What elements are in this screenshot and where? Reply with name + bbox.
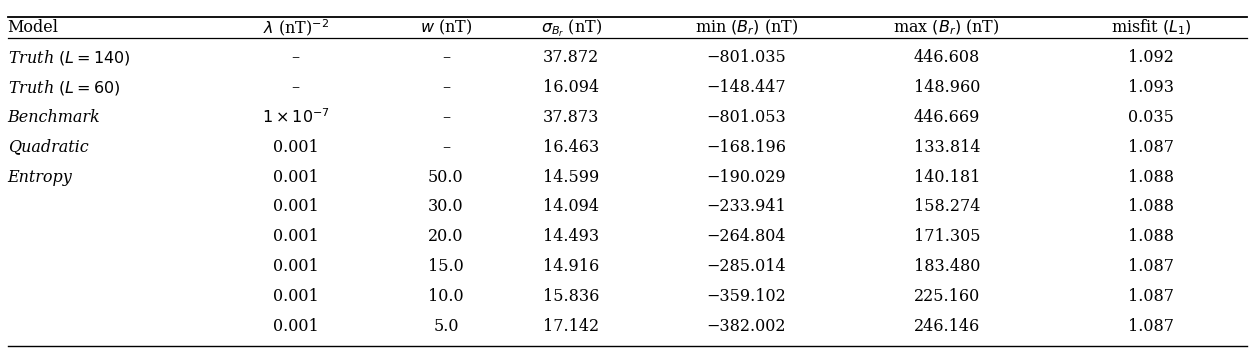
Text: 1.088: 1.088: [1128, 198, 1173, 215]
Text: 446.669: 446.669: [914, 109, 980, 126]
Text: 14.599: 14.599: [543, 169, 600, 185]
Text: 17.142: 17.142: [543, 318, 599, 335]
Text: $1 \times 10^{-7}$: $1 \times 10^{-7}$: [262, 108, 330, 127]
Text: 10.0: 10.0: [428, 288, 464, 305]
Text: 16.094: 16.094: [543, 79, 599, 96]
Text: 0.001: 0.001: [272, 139, 319, 156]
Text: –: –: [442, 79, 451, 96]
Text: 5.0: 5.0: [433, 318, 458, 335]
Text: 0.001: 0.001: [272, 198, 319, 215]
Text: Benchmark: Benchmark: [8, 109, 100, 126]
Text: –: –: [442, 139, 451, 156]
Text: $\lambda$ (nT)$^{-2}$: $\lambda$ (nT)$^{-2}$: [262, 17, 329, 38]
Text: 0.035: 0.035: [1128, 109, 1173, 126]
Text: 0.001: 0.001: [272, 169, 319, 185]
Text: 50.0: 50.0: [428, 169, 464, 185]
Text: 225.160: 225.160: [914, 288, 980, 305]
Text: Entropy: Entropy: [8, 169, 73, 185]
Text: Truth $(L = 140)$: Truth $(L = 140)$: [8, 48, 131, 67]
Text: −168.196: −168.196: [707, 139, 787, 156]
Text: Quadratic: Quadratic: [8, 139, 88, 156]
Text: −382.002: −382.002: [707, 318, 786, 335]
Text: 246.146: 246.146: [914, 318, 980, 335]
Text: min $(B_r)$ (nT): min $(B_r)$ (nT): [695, 18, 798, 38]
Text: 20.0: 20.0: [428, 228, 463, 245]
Text: 133.814: 133.814: [914, 139, 980, 156]
Text: 148.960: 148.960: [914, 79, 980, 96]
Text: –: –: [442, 109, 451, 126]
Text: 1.093: 1.093: [1128, 79, 1173, 96]
Text: 1.088: 1.088: [1128, 228, 1173, 245]
Text: 1.087: 1.087: [1128, 318, 1173, 335]
Text: 14.916: 14.916: [543, 258, 600, 275]
Text: 14.094: 14.094: [543, 198, 599, 215]
Text: 1.087: 1.087: [1128, 139, 1173, 156]
Text: 0.001: 0.001: [272, 318, 319, 335]
Text: 1.092: 1.092: [1128, 49, 1173, 66]
Text: −233.941: −233.941: [707, 198, 787, 215]
Text: 171.305: 171.305: [914, 228, 980, 245]
Text: 37.872: 37.872: [543, 49, 600, 66]
Text: –: –: [291, 49, 300, 66]
Text: 0.001: 0.001: [272, 258, 319, 275]
Text: 1.087: 1.087: [1128, 258, 1173, 275]
Text: 446.608: 446.608: [914, 49, 980, 66]
Text: –: –: [442, 49, 451, 66]
Text: 1.088: 1.088: [1128, 169, 1173, 185]
Text: −148.447: −148.447: [707, 79, 787, 96]
Text: −190.029: −190.029: [707, 169, 787, 185]
Text: 16.463: 16.463: [543, 139, 600, 156]
Text: 15.836: 15.836: [543, 288, 600, 305]
Text: –: –: [291, 79, 300, 96]
Text: 183.480: 183.480: [914, 258, 980, 275]
Text: 14.493: 14.493: [543, 228, 599, 245]
Text: −359.102: −359.102: [707, 288, 787, 305]
Text: 30.0: 30.0: [428, 198, 464, 215]
Text: 158.274: 158.274: [914, 198, 980, 215]
Text: max $(B_r)$ (nT): max $(B_r)$ (nT): [894, 18, 1000, 38]
Text: Model: Model: [8, 19, 59, 36]
Text: −285.014: −285.014: [707, 258, 787, 275]
Text: 15.0: 15.0: [428, 258, 464, 275]
Text: 1.087: 1.087: [1128, 288, 1173, 305]
Text: 37.873: 37.873: [543, 109, 600, 126]
Text: misfit $(L_1)$: misfit $(L_1)$: [1111, 18, 1191, 38]
Text: 140.181: 140.181: [914, 169, 980, 185]
Text: $w$ (nT): $w$ (nT): [419, 18, 472, 38]
Text: Truth $(L = 60)$: Truth $(L = 60)$: [8, 78, 120, 97]
Text: 0.001: 0.001: [272, 228, 319, 245]
Text: 0.001: 0.001: [272, 288, 319, 305]
Text: −264.804: −264.804: [707, 228, 786, 245]
Text: −801.053: −801.053: [707, 109, 787, 126]
Text: −801.035: −801.035: [707, 49, 787, 66]
Text: $\sigma_{B_r}$ (nT): $\sigma_{B_r}$ (nT): [541, 17, 601, 39]
